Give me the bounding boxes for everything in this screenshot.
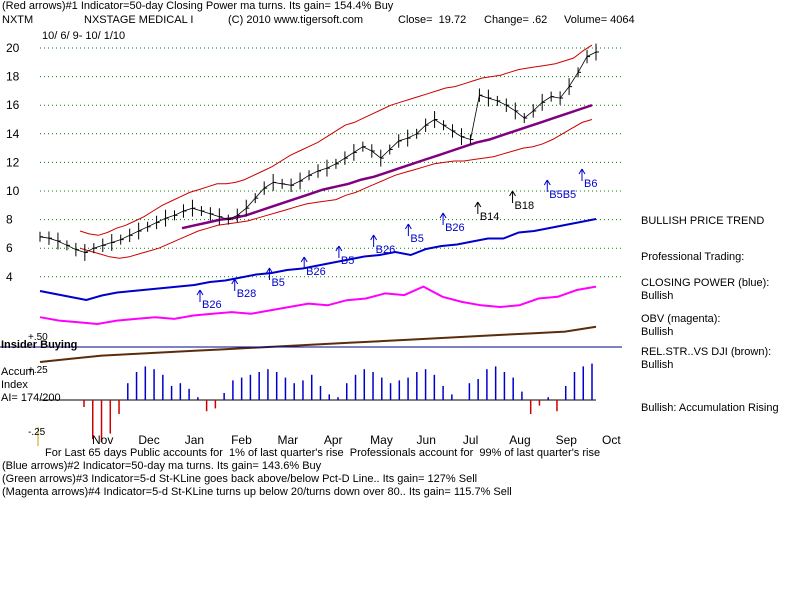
signal-arrow bbox=[370, 234, 378, 247]
y-tick-label: 14 bbox=[6, 127, 20, 141]
signal-label: B18 bbox=[515, 200, 535, 212]
price-y-tick-labels: 20 18 16 14 12 10 8 6 4 bbox=[6, 41, 20, 284]
month-label: Jan bbox=[185, 433, 204, 447]
upper-band-line bbox=[79, 44, 593, 236]
month-label: Jun bbox=[417, 433, 436, 447]
signal-label: B28 bbox=[237, 288, 257, 300]
month-tick-labels: Nov Dec Jan Feb Mar Apr May Jun Jul Aug Sep Oct bbox=[92, 433, 621, 447]
y-tick-label: 10 bbox=[6, 184, 20, 198]
lower-band-line bbox=[79, 119, 593, 259]
volume: Volume= 4064 bbox=[564, 14, 635, 26]
price-gridlines bbox=[40, 47, 622, 278]
month-label: Mar bbox=[277, 433, 298, 447]
signal-label: B26 bbox=[376, 244, 396, 256]
y-tick-label: 18 bbox=[6, 70, 20, 84]
month-label: Feb bbox=[231, 433, 252, 447]
indicator-2-text: (Blue arrows)#2 Indicator=50-day ma turn… bbox=[2, 460, 322, 472]
month-label: Aug bbox=[509, 433, 530, 447]
indicator-4-text: (Magenta arrows)#4 Indicator=5-d St-KLin… bbox=[2, 486, 512, 498]
month-label: Nov bbox=[92, 433, 113, 447]
month-label: Sep bbox=[556, 433, 578, 447]
month-label: Apr bbox=[324, 433, 343, 447]
signal-label: B5 bbox=[271, 277, 284, 289]
month-label: May bbox=[370, 433, 393, 447]
insider-buying-label: Insider Buying bbox=[1, 339, 78, 351]
signal-label: B14 bbox=[480, 211, 500, 223]
signal-label: B5 bbox=[410, 233, 423, 245]
index-label: Index bbox=[1, 379, 28, 391]
indicator-lines bbox=[39, 218, 597, 363]
y-tick-label: 4 bbox=[6, 270, 13, 284]
copyright: (C) 2010 www.tigersoft.com bbox=[228, 14, 364, 26]
relstr-value: Bullish bbox=[641, 359, 674, 371]
signal-label: B26 bbox=[445, 222, 465, 234]
signal-label: B5 bbox=[341, 255, 354, 267]
y-tick-label: 6 bbox=[6, 241, 13, 255]
close-price: Close= 19.72 bbox=[398, 14, 467, 26]
indicator-1-text: (Red arrows)#1 Indicator=50-day Closing … bbox=[2, 0, 394, 12]
price-line bbox=[39, 51, 597, 253]
plus-25-label: +.25 bbox=[28, 365, 48, 376]
plus-50-label: +.50 bbox=[28, 332, 48, 343]
professional-trading-label: Professional Trading: bbox=[641, 251, 745, 263]
obv-line bbox=[39, 285, 597, 326]
ma50-line bbox=[181, 104, 593, 230]
accumulation-rising: Bullish: Accumulation Rising bbox=[641, 402, 779, 414]
signal-arrow bbox=[300, 256, 308, 269]
indicator-3-text: (Green arrows)#3 Indicator=5-d St-KLine … bbox=[2, 473, 478, 485]
y-tick-label: 12 bbox=[6, 155, 20, 169]
price-bands bbox=[79, 44, 593, 259]
signal-arrow bbox=[231, 278, 239, 291]
y-tick-label: 16 bbox=[6, 98, 20, 112]
obv-value: Bullish bbox=[641, 326, 674, 338]
signal-label: B26 bbox=[202, 299, 222, 311]
accum-label: Accum bbox=[1, 366, 35, 378]
signal-arrow bbox=[196, 289, 204, 302]
relstr-line bbox=[39, 325, 597, 363]
month-label: Oct bbox=[602, 433, 621, 447]
ai-value: AI= 174/200 bbox=[1, 392, 61, 404]
closing-power-label: CLOSING POWER (blue): bbox=[641, 277, 770, 289]
company-name: NXSTAGE MEDICAL I bbox=[84, 14, 194, 26]
price-bars bbox=[39, 43, 599, 261]
bullish-price-trend: BULLISH PRICE TREND bbox=[641, 215, 765, 227]
signal-arrow bbox=[543, 179, 551, 192]
signal-arrow bbox=[509, 190, 516, 203]
month-label: Dec bbox=[138, 433, 159, 447]
closing-power-value: Bullish bbox=[641, 290, 674, 302]
obv-label: OBV (magenta): bbox=[641, 313, 721, 325]
signal-label: B5B5 bbox=[549, 189, 576, 201]
signal-arrow bbox=[474, 201, 482, 214]
closing-power-line bbox=[39, 218, 597, 302]
signal-label: B26 bbox=[306, 266, 326, 278]
date-range: 10/ 6/ 9- 10/ 1/10 bbox=[42, 30, 126, 42]
price-change: Change= .62 bbox=[484, 14, 548, 26]
public-professional-text: For Last 65 days Public accounts for 1% … bbox=[45, 447, 601, 459]
signal-arrow bbox=[266, 267, 273, 280]
y-tick-label: 8 bbox=[6, 213, 13, 227]
signal-arrows: B26 B28 B5 B26 B5 B26 B5 B26 B14 B18 B5B5 B6 bbox=[196, 168, 597, 311]
month-label: Jul bbox=[463, 433, 478, 447]
signal-label: B6 bbox=[584, 178, 597, 190]
ticker: NXTM bbox=[2, 14, 34, 26]
minus-25-label: -.25 bbox=[28, 427, 46, 438]
y-tick-label: 20 bbox=[6, 41, 20, 55]
relstr-label: REL.STR..VS DJI (brown): bbox=[641, 346, 772, 358]
accumulation-index-histogram bbox=[40, 363, 596, 442]
signal-arrow bbox=[404, 223, 412, 236]
signal-arrow bbox=[439, 212, 447, 225]
signal-arrow bbox=[578, 168, 586, 181]
signal-arrow bbox=[335, 245, 343, 258]
